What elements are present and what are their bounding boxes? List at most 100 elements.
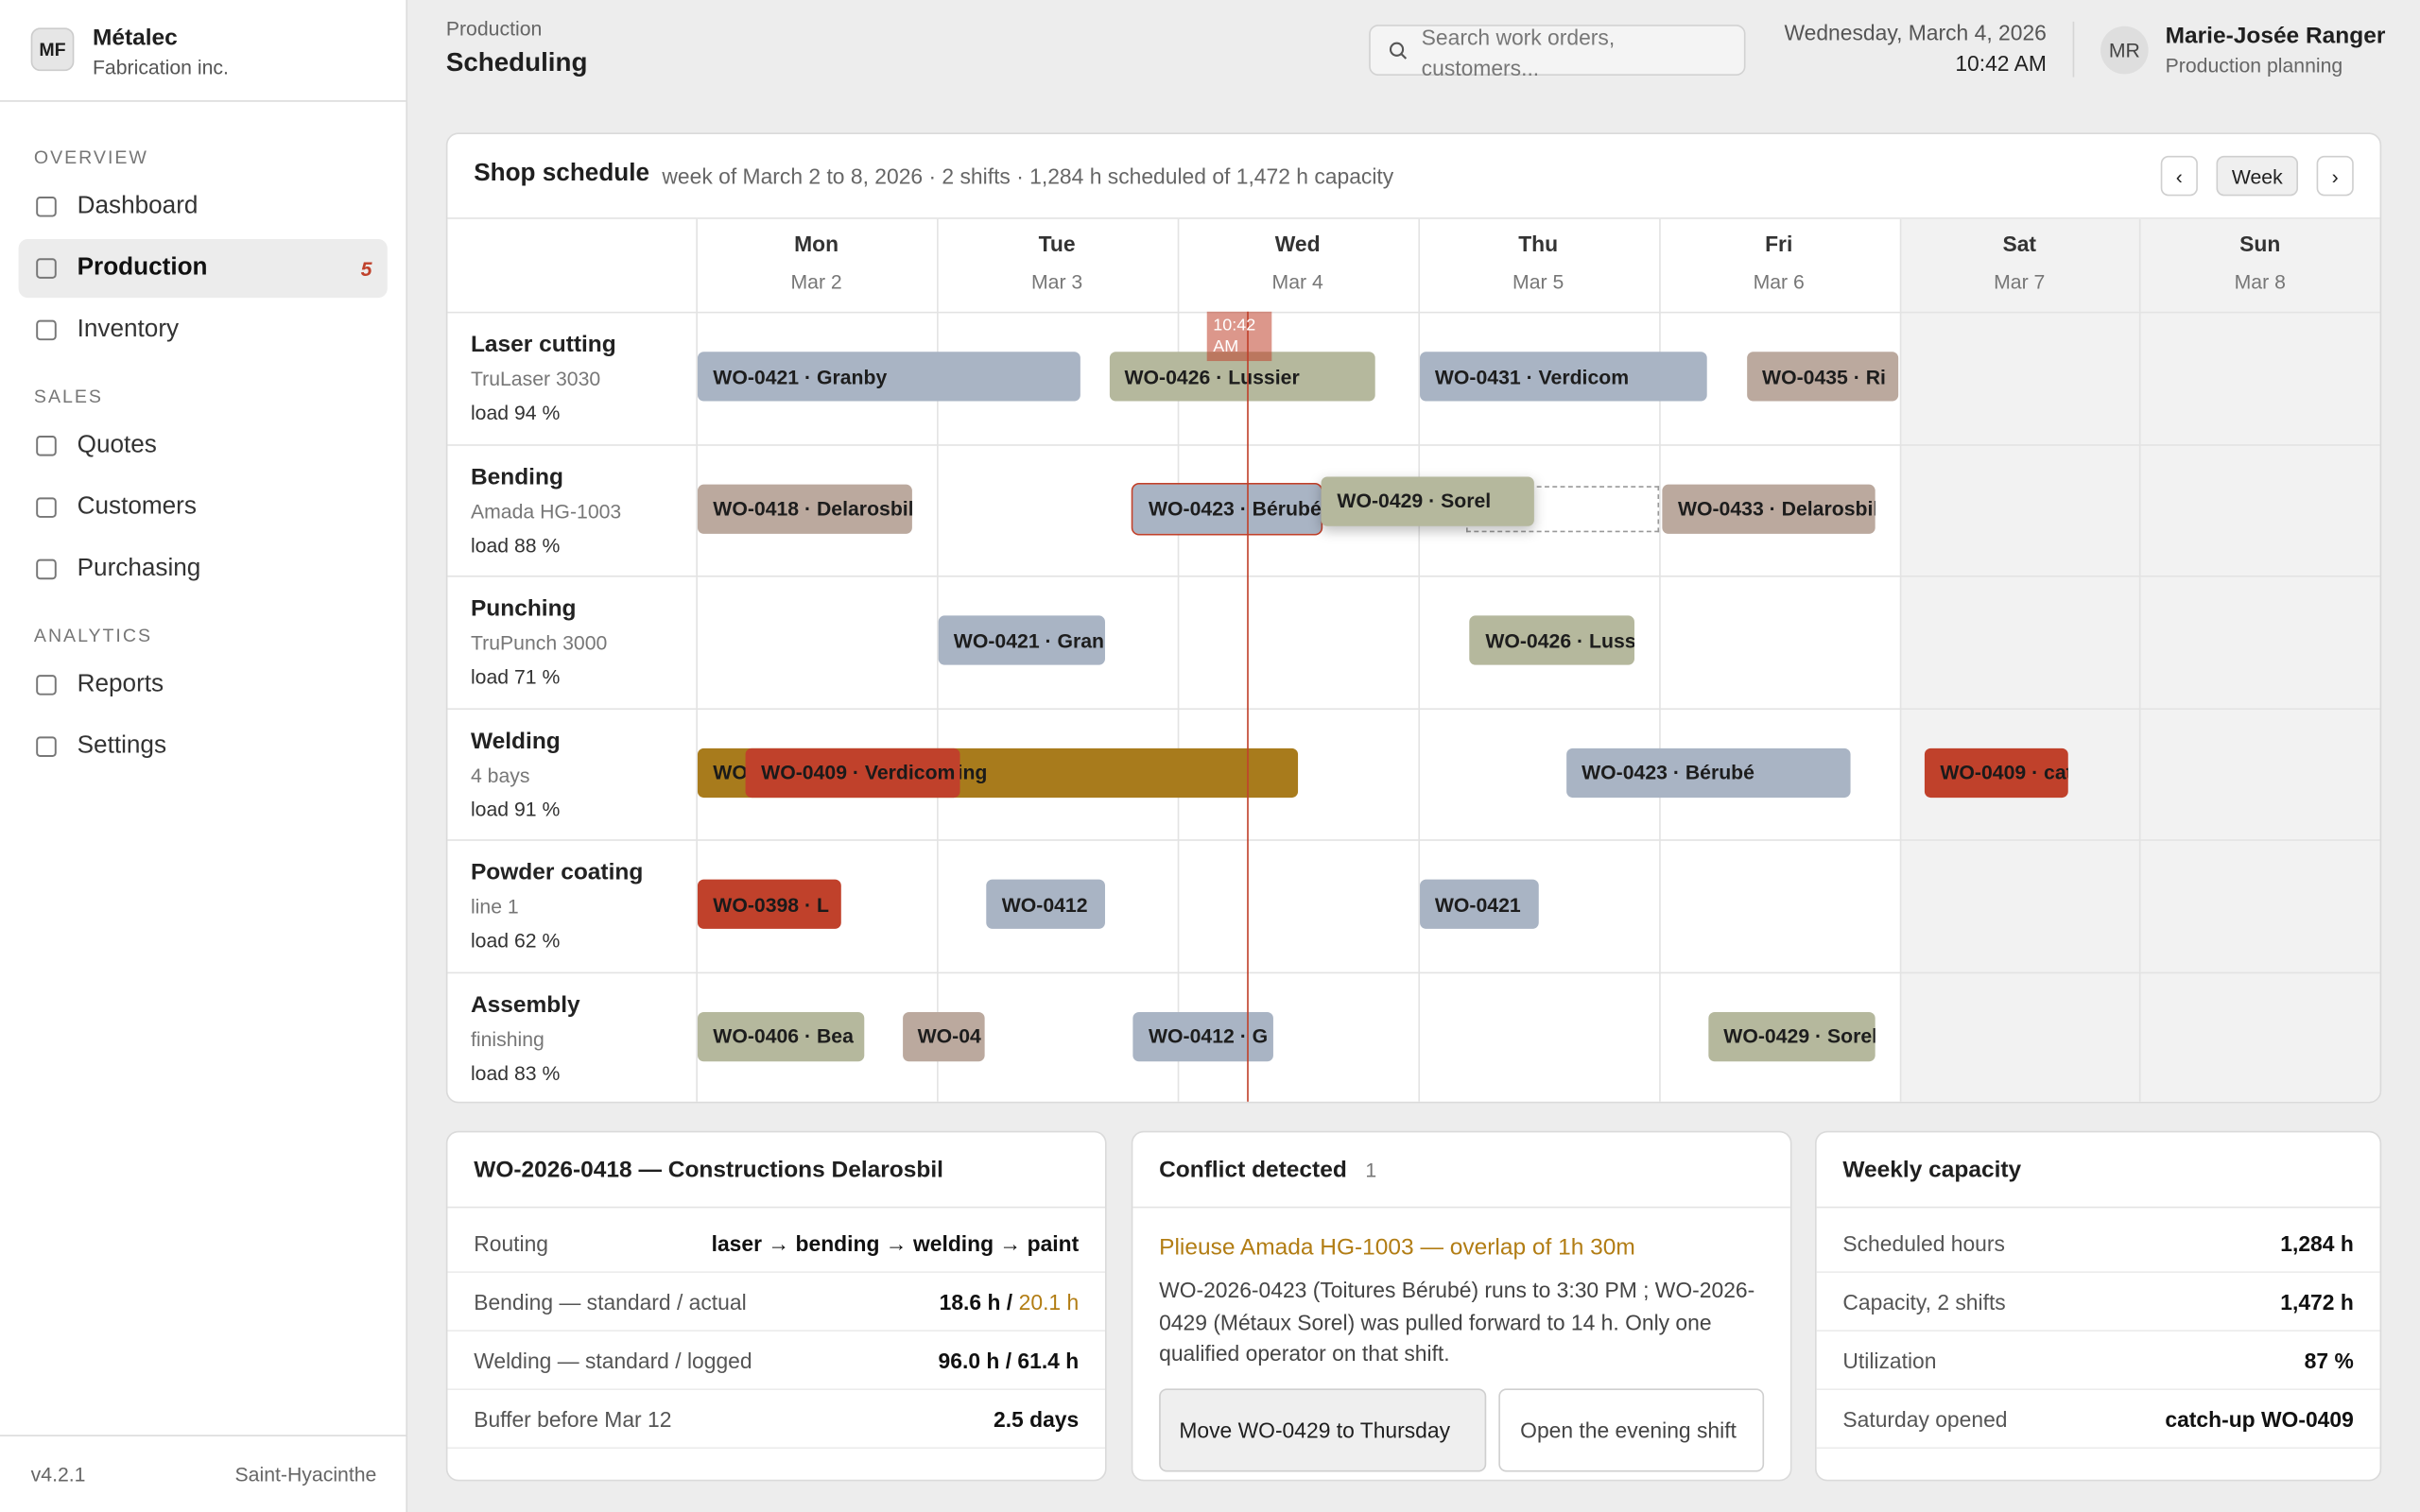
day-date: Mar 2 [790,269,842,294]
nav-item[interactable]: Inventory [19,301,388,359]
resource-load: load 88 % [470,533,561,557]
job-block[interactable]: WO-0423 · Bérubé [1565,747,1852,798]
search-icon [1389,42,1408,60]
brand-sub: Fabrication inc. [92,55,229,79]
job-block[interactable]: WO-0433 · Delarosbil [1662,483,1876,534]
job-block[interactable]: WO-0421 [1419,879,1539,929]
panel-header: Conflict detected 1 [1132,1132,1790,1209]
schedule-title: Shop schedule [474,160,650,187]
nav-item[interactable]: Production 5 [18,239,388,299]
nav-item[interactable]: Dashboard [19,178,388,236]
resource-load: load 62 % [470,928,561,953]
job-block[interactable]: WO-0406 · Bea [697,1011,865,1061]
job-block[interactable]: WO-0409 · Verdicom [745,747,961,798]
row-divider [447,971,2380,973]
nav-icon [36,558,57,580]
day-name: Tue [1038,231,1076,257]
resource-name: Welding [470,727,561,754]
job-block[interactable]: WO-0398 · L [697,879,841,929]
info-label: Utilization [1842,1348,1937,1373]
location: Saint-Hyacinthe [234,1462,377,1486]
nav: OVERVIEW Dashboard Production 5 Inventory SAL… [0,120,406,779]
info-label: Welding — standard / logged [474,1348,752,1373]
row-divider [447,311,2380,314]
weekend-shade [2139,218,2380,1102]
nav-item[interactable]: Reports [19,656,388,714]
detail-panel: WO-2026-0418 — Constructions Delarosbil … [445,1130,1107,1482]
action-button[interactable]: Move WO-0429 to Thursday [1159,1388,1487,1472]
panel-title: Conflict detected [1159,1156,1347,1183]
time: 10:42 AM [1955,50,2047,76]
action-button[interactable]: Open the evening shift [1498,1388,1765,1472]
day-divider [1898,218,1901,1102]
conflict-panel: Conflict detected 1 Plieuse Amada HG-1003… [1131,1130,1792,1482]
next-button[interactable]: › [2316,155,2354,197]
nav-section: OVERVIEW [33,146,148,168]
nav-item[interactable]: Purchasing [19,540,388,598]
nav-label: Production [77,254,208,282]
nav-icon [36,196,57,217]
job-block[interactable]: WO-0435 · Ri [1746,352,1899,402]
day-date: Mar 7 [1994,269,2046,294]
day-date: Mar 3 [1030,269,1083,294]
nav-section: SALES [33,386,103,408]
day-name: Fri [1765,231,1793,257]
info-value: 1,472 h [2280,1289,2354,1314]
day-name: Sun [2239,231,2281,257]
job-block[interactable]: WO-0429 · Sorel [1707,1011,1876,1061]
nav-label: Customers [77,493,197,521]
info-value-text: 2.5 days [993,1406,1080,1432]
job-block[interactable]: WO-0426 · Lussier [1470,615,1634,665]
info-label: Saturday opened [1842,1406,2008,1432]
avatar[interactable]: MR [2100,26,2149,75]
divider [0,100,406,102]
nav-section: ANALYTICS [33,625,152,647]
search-placeholder: Search work orders, customers... [1421,25,1616,80]
day-name: Mon [794,231,839,257]
dragged-job[interactable]: WO-0429 · Sorel [1322,475,1534,525]
job-block[interactable]: WO-0431 · Verdicom [1419,352,1707,402]
resource-machine: TruPunch 3000 [470,630,608,655]
job-block[interactable]: WO-0421 · Granby [697,352,1081,402]
day-divider [1658,218,1661,1102]
prev-button[interactable]: ‹ [2160,155,2198,197]
row-divider [447,575,2380,577]
nav-icon [36,736,57,757]
day-date: Mar 6 [1753,269,1805,294]
nav-label: Quotes [77,432,157,458]
job-block[interactable]: WO-0426 · Lussier [1109,352,1375,402]
brand-name: Métalec [92,25,178,51]
nav-icon [36,258,57,279]
view-button[interactable]: Week [2216,155,2299,197]
job-block[interactable]: WO-0418 · Delarosbil [697,483,913,534]
info-value: 1,284 h [2280,1230,2354,1255]
resource-name: Punching [470,595,577,622]
info-value: 2.5 days [994,1406,1079,1431]
info-row: Routing laser → bending → welding → paint [447,1214,1105,1273]
row-divider [447,443,2380,446]
job-block[interactable]: WO-0421 · Granby [938,615,1106,665]
job-block[interactable]: WO-0423 · Bérubé [1132,482,1323,535]
info-label: Scheduled hours [1842,1230,2005,1256]
info-value: catch-up WO-0409 [2165,1406,2353,1431]
job-block[interactable]: WO-0412 [986,879,1106,929]
resource-name: Laser cutting [470,332,616,358]
nav-item[interactable]: Quotes [19,417,388,475]
info-value-text: 96.0 h / 61.4 h [938,1348,1080,1373]
info-row: Capacity, 2 shifts 1,472 h [1816,1273,2380,1332]
conflict-count: 1 [1365,1158,1377,1181]
nav-item[interactable]: Customers [19,478,388,537]
now-line [1247,311,1249,1102]
search-box[interactable]: Search work orders, customers... [1369,25,1746,80]
info-label: Routing [474,1230,549,1256]
panel-title: WO-2026-0418 — Constructions Delarosbil [447,1132,1105,1209]
info-row: Buffer before Mar 12 2.5 days [447,1390,1105,1450]
day-divider [1417,218,1420,1102]
job-block[interactable]: WO-0412 · G [1132,1011,1274,1061]
resource-name: Assembly [470,990,580,1018]
nav-item[interactable]: Settings [19,717,388,776]
job-block[interactable]: WO-04 [902,1011,985,1061]
nav-label: Inventory [77,316,180,343]
job-block[interactable]: WO-0409 · catch-up [1925,747,2068,798]
